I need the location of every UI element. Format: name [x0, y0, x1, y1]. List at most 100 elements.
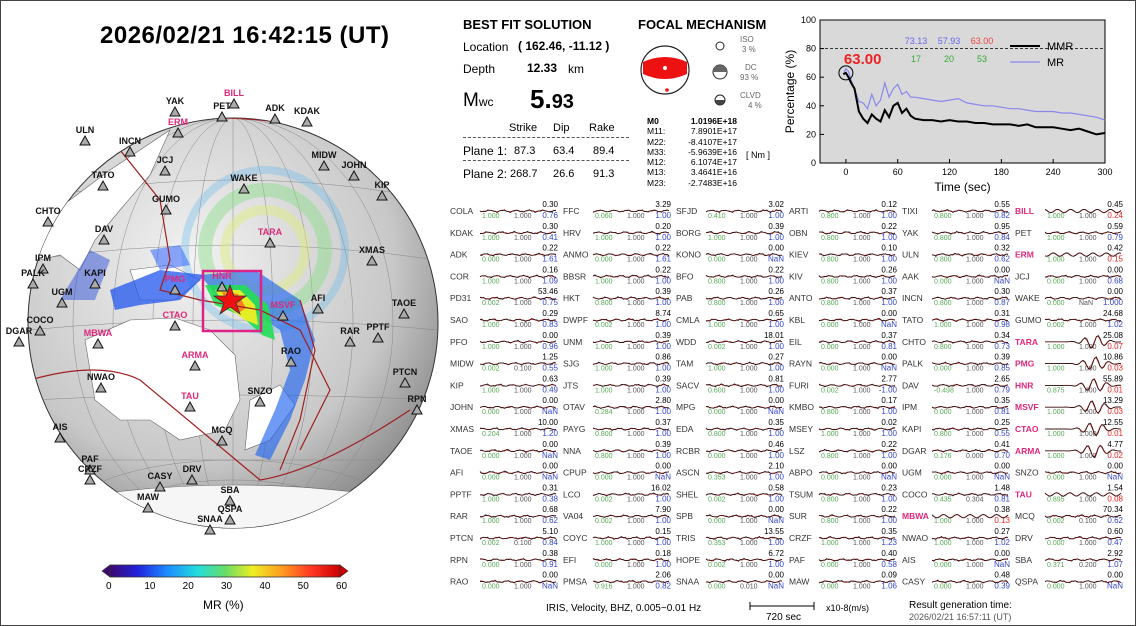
- station-trace-dgar: DGAR 0.41 0.70 0.176 0.000: [902, 440, 1011, 460]
- observed-trace: [705, 492, 783, 497]
- trace-scale-2: 1.000: [853, 278, 871, 285]
- trace-scale-1: 0.000: [821, 344, 839, 351]
- trace-amplitude: 0.41: [994, 440, 1010, 449]
- station-rpn: RPN: [407, 394, 427, 415]
- trace-code: VA04: [563, 511, 583, 521]
- trace-scale-2: 1.000: [966, 213, 984, 220]
- trace-scale-1: 0.000: [708, 518, 726, 525]
- station-trace-va04: VA04 7.90 1.00 0.002 1.000: [563, 505, 672, 525]
- station-marker: [98, 233, 110, 245]
- trace-code: EDA: [676, 424, 694, 434]
- trace-vr: 1.02: [1107, 320, 1123, 329]
- trace-amplitude: 0.26: [768, 287, 784, 296]
- moment-name: M12:: [647, 157, 666, 168]
- trace-scale-1: 1.000: [708, 235, 726, 242]
- station-coco: COCO: [27, 315, 54, 336]
- station-snzo: SNZO: [247, 386, 273, 407]
- trace-vr: 1.00: [881, 255, 897, 264]
- trace-code: RCBR: [676, 446, 700, 456]
- station-marker: [285, 355, 297, 367]
- station-marker: [216, 280, 228, 292]
- trace-amplitude: 0.37: [881, 331, 897, 340]
- trace-scale-1: 1.000: [595, 235, 613, 242]
- trace-amplitude: 0.37: [881, 287, 897, 296]
- observed-trace: [931, 470, 1009, 475]
- trace-amplitude: 0.22: [881, 222, 897, 231]
- iso-icon: [715, 41, 725, 51]
- trace-scale-2: 1.000: [966, 540, 984, 547]
- station-trace-hnr: HNR 55.89 0.01 0.875 1.000: [1015, 374, 1124, 394]
- trace-amplitude: 0.00: [994, 462, 1010, 471]
- station-marker: [34, 324, 46, 336]
- station-marker: [372, 331, 384, 343]
- station-trace-msvf: MSVF 13.29 0.03 1.000 1.000: [1015, 396, 1124, 416]
- trace-scale-1: 0.000: [934, 409, 952, 416]
- trace-vr: 1.00: [655, 211, 671, 220]
- station-trace-mbwa: MBWA 0.38 0.13 1.000 1.000: [902, 505, 1011, 525]
- trace-scale-1: 1.000: [1047, 344, 1065, 351]
- trace-amplitude: 0.00: [881, 462, 897, 471]
- trace-scale-2: 1.000: [853, 496, 871, 503]
- trace-scale-1: 0.002: [482, 300, 500, 307]
- trace-scale-2: 1.000: [966, 475, 984, 482]
- observed-trace: [931, 383, 1009, 388]
- station-trace-pab: PAB 0.26 1.00 0.800 1.000: [676, 287, 785, 307]
- plane1-dip: 63.4: [553, 145, 575, 157]
- observed-trace: [818, 492, 896, 497]
- station-marker: [142, 501, 154, 513]
- station-label: INCN: [119, 136, 141, 146]
- observed-trace: [592, 535, 670, 540]
- trace-vr: 1.00: [655, 298, 671, 307]
- trace-amplitude: 0.30: [542, 222, 558, 231]
- trace-scale-1: 0.000: [482, 257, 500, 264]
- trace-code: SNAA: [676, 577, 699, 587]
- station-trace-taoe: TAOE 0.00 NaN 0.000 1.000: [450, 440, 559, 460]
- location-value: ( 162.46, -11.12 ): [518, 39, 610, 53]
- result-label: Result generation time:: [909, 600, 1012, 611]
- observed-trace: [705, 252, 783, 257]
- trace-scale-2: 1.000: [966, 387, 984, 394]
- trace-code: RAR: [450, 511, 468, 521]
- station-mcq: MCQ: [212, 425, 233, 446]
- station-label: TATO: [92, 170, 115, 180]
- trace-scale-1: 0.800: [821, 235, 839, 242]
- observed-trace: [818, 230, 896, 235]
- observed-trace: [479, 209, 557, 214]
- trace-code: TAM: [676, 359, 693, 369]
- station-trace-anmo: ANMO 0.22 1.61 0.000 1.000: [563, 244, 672, 264]
- trace-scale-1: 0.000: [482, 453, 500, 460]
- trace-scale-2: 1.000: [627, 213, 645, 220]
- observed-trace: [931, 405, 1009, 409]
- trace-scale-1: 0.000: [934, 584, 952, 591]
- station-trace-nwao: NWAO 0.27 1.02 1.000 1.000: [902, 527, 1011, 547]
- station-sba: SBA: [220, 485, 240, 506]
- observed-trace: [1044, 296, 1122, 301]
- dc-label: DC: [745, 63, 757, 72]
- trace-code: LSZ: [789, 446, 805, 456]
- trace-vr: 0.55: [994, 429, 1010, 438]
- trace-vr: 1.00: [768, 538, 784, 547]
- trace-scale-2: 1.000: [966, 431, 984, 438]
- trace-scale-1: 1.000: [1047, 213, 1065, 220]
- clvd-icon-fill: [715, 100, 725, 105]
- trace-scale-1: 0.000: [595, 562, 613, 569]
- trace-code: INCN: [902, 293, 923, 303]
- station-marker: [160, 203, 172, 215]
- trace-scale-1: 0.000: [934, 562, 952, 569]
- solution-header: BEST FIT SOLUTION: [463, 17, 592, 32]
- observed-trace: [1044, 536, 1122, 540]
- station-ctao: CTAO: [163, 310, 187, 331]
- observed-trace: [818, 448, 896, 453]
- trace-code: QSPA: [1015, 577, 1038, 587]
- observed-trace: [479, 361, 557, 366]
- trace-scale-2: 1.000: [740, 562, 758, 569]
- trace-amplitude: 0.32: [994, 244, 1010, 253]
- trace-amplitude: 3.29: [655, 200, 671, 209]
- trace-vr: NaN: [655, 473, 671, 482]
- trace-vr: 0.03: [1107, 407, 1123, 416]
- trace-scale-1: 0.000: [1047, 540, 1065, 547]
- station-marker: [172, 126, 184, 138]
- observed-trace: [705, 427, 783, 432]
- station-label: DGAR: [6, 326, 33, 336]
- trace-code: FURI: [789, 380, 809, 390]
